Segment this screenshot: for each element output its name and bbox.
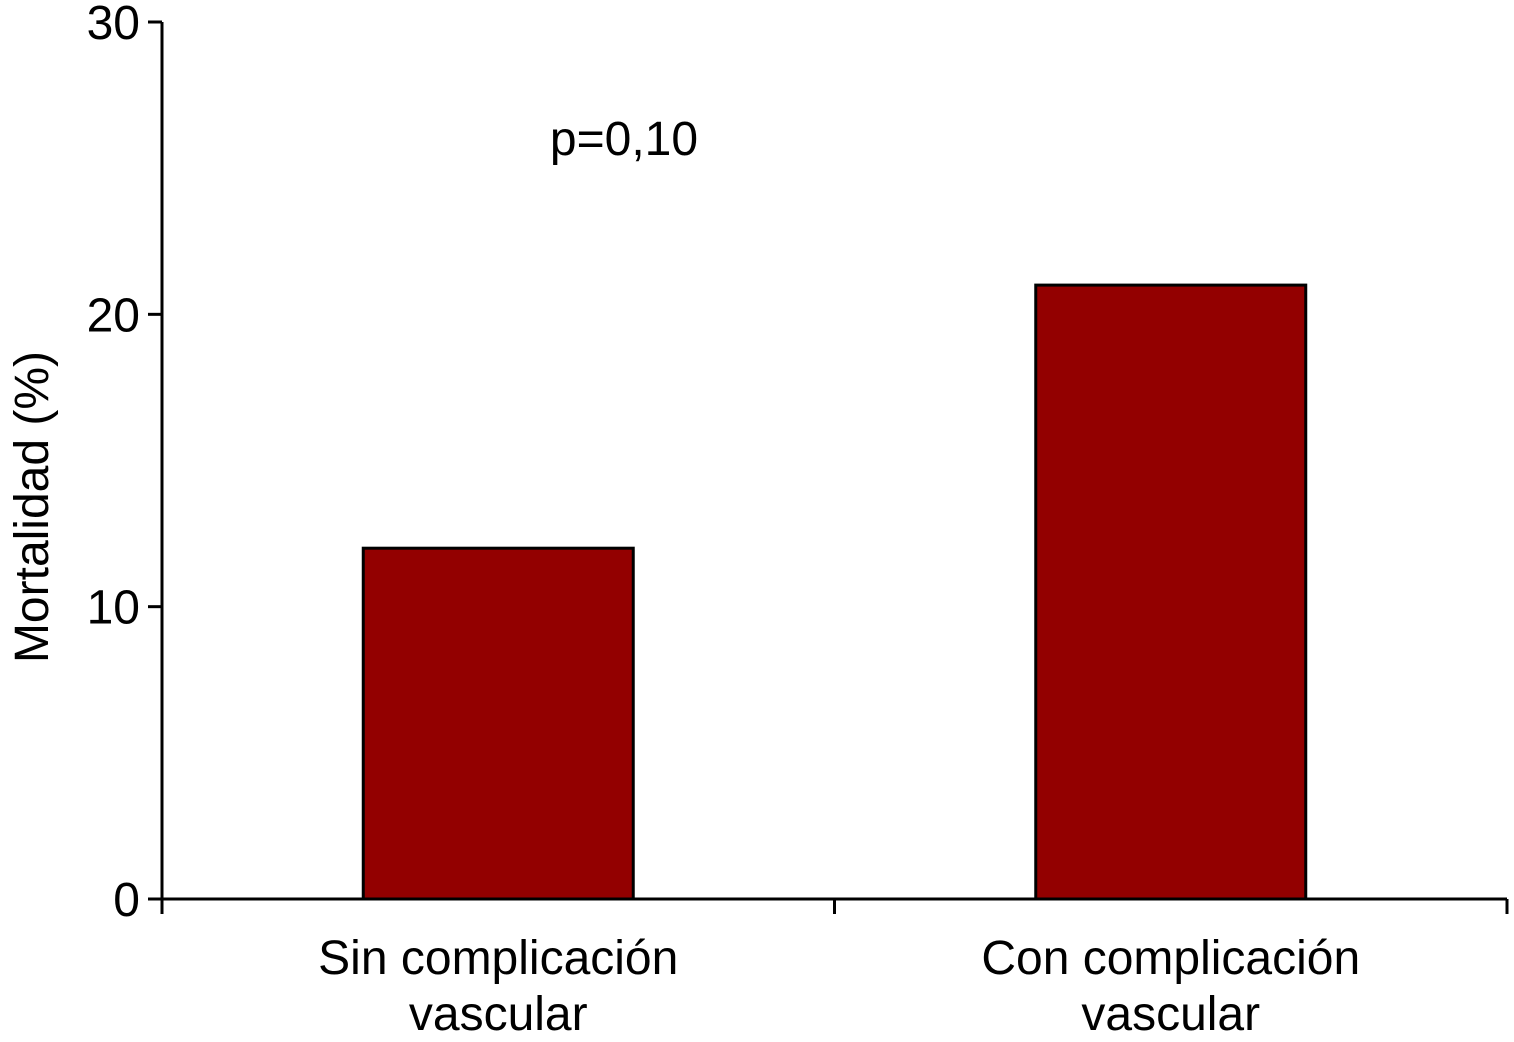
bars xyxy=(361,283,1308,901)
y-ticks: 0 10 20 30 xyxy=(87,0,162,927)
y-tick-label: 20 xyxy=(87,289,140,342)
y-axis-label: Mortalidad (%) xyxy=(6,351,59,663)
x-tick-label: Sin complicación xyxy=(318,932,678,985)
x-tick-label: Con complicación xyxy=(981,932,1360,985)
bar-1 xyxy=(361,546,635,901)
y-tick-label: 30 xyxy=(87,0,140,50)
x-tick-label: vascular xyxy=(1081,988,1260,1041)
bar-2 xyxy=(1034,283,1308,901)
x-ticks xyxy=(160,899,1509,914)
p-value-annotation: p=0,10 xyxy=(550,113,698,166)
x-tick-label: vascular xyxy=(409,988,588,1041)
y-tick-label: 0 xyxy=(113,874,140,927)
y-tick-label: 10 xyxy=(87,582,140,635)
